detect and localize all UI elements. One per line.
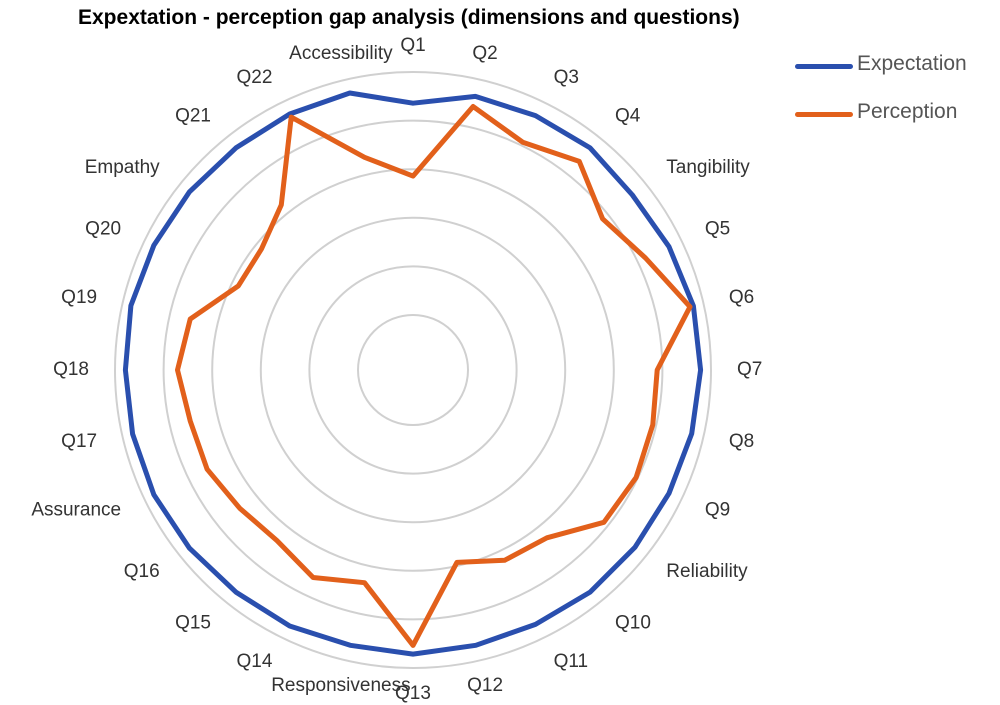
axis-label-q6: Q6 (729, 287, 754, 308)
radar-series (122, 90, 704, 657)
legend-label-expectation: Expectation (857, 52, 967, 75)
axis-label-reliability: Reliability (666, 561, 748, 582)
axis-label-q16: Q16 (124, 561, 160, 582)
axis-label-q15: Q15 (175, 612, 211, 633)
axis-label-q1: Q1 (400, 35, 425, 56)
axis-label-responsiveness: Responsiveness (271, 675, 410, 696)
radar-grid (114, 71, 712, 669)
axis-label-q13: Q13 (395, 683, 431, 704)
axis-label-q21: Q21 (175, 106, 211, 127)
series-line-expectation (122, 90, 704, 657)
axis-label-q8: Q8 (729, 431, 754, 452)
axis-label-q22: Q22 (236, 67, 272, 88)
axis-label-q18: Q18 (53, 359, 89, 380)
axis-label-accessibility: Accessibility (289, 43, 393, 64)
axis-label-q2: Q2 (472, 43, 497, 64)
axis-label-assurance: Assurance (31, 500, 121, 521)
axis-label-q17: Q17 (61, 431, 97, 452)
grid-ring (211, 168, 615, 572)
axis-label-empathy: Empathy (85, 157, 160, 178)
axis-label-q20: Q20 (85, 218, 121, 239)
axis-label-q3: Q3 (554, 67, 579, 88)
grid-ring (162, 119, 664, 621)
axis-label-q4: Q4 (615, 106, 641, 127)
grid-ring (114, 71, 712, 669)
grid-ring (357, 314, 469, 426)
axis-label-q11: Q11 (554, 651, 589, 672)
axis-label-q10: Q10 (615, 612, 651, 633)
axis-labels: Q1 Q2 Q3 Q4 Tangibility Q5 Q6 Q7 Q8 Q9 Reliability… (31, 35, 762, 704)
axis-label-q5: Q5 (705, 218, 730, 239)
axis-label-q14: Q14 (236, 651, 272, 672)
grid-ring (259, 216, 567, 524)
axis-label-q12: Q12 (467, 675, 503, 696)
axis-label-q19: Q19 (61, 287, 97, 308)
axis-label-q7: Q7 (737, 359, 762, 380)
axis-label-tangibility: Tangibility (666, 157, 750, 178)
grid-ring (308, 265, 518, 475)
axis-label-q9: Q9 (705, 500, 730, 521)
series-line-perception (175, 104, 693, 648)
legend-swatch-perception (795, 112, 853, 117)
legend-label-perception: Perception (857, 100, 958, 123)
chart-title: Expextation - perception gap analysis (d… (78, 6, 740, 29)
legend-swatch-expectation (795, 64, 853, 69)
